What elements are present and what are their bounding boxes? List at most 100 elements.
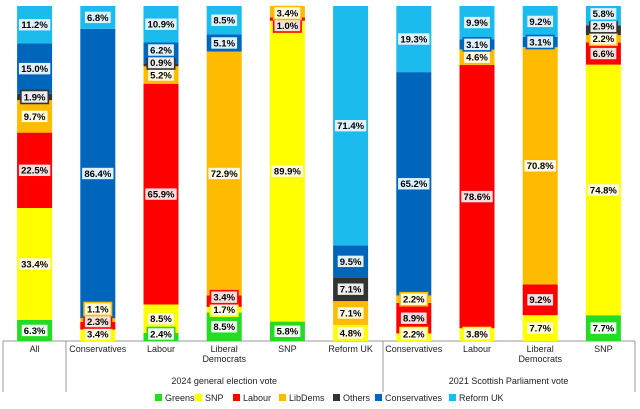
- category-labels: All Conservatives Labour LiberalDemocratsSN…: [30, 344, 613, 364]
- data-label-box-9-reform-uk: [525, 14, 555, 29]
- data-label-8-reform-uk: 9.9%: [466, 18, 488, 29]
- data-label-1-labour: 22.5%: [21, 166, 48, 177]
- data-label-10-labour: 6.6%: [593, 49, 615, 60]
- data-label-box-1-conservatives: [17, 61, 52, 76]
- data-label-3-reform-uk: 10.9%: [148, 20, 175, 31]
- data-label-8-snp: 3.8%: [466, 329, 488, 340]
- data-label-box-1-libdems: [20, 109, 50, 124]
- data-label-10-greens: 7.7%: [593, 324, 615, 335]
- category-label-9-line-2: Democrats: [518, 354, 562, 364]
- data-label-box-3-snp: [146, 311, 176, 327]
- legend-swatch-reform-uk: [449, 394, 456, 401]
- data-label-9-libdems: 70.8%: [527, 161, 554, 172]
- data-label-5-greens: 5.8%: [277, 327, 299, 338]
- data-label-6-snp: 4.8%: [340, 328, 362, 339]
- data-label-box-4-conservatives: [209, 35, 239, 51]
- data-label-box-3-reform-uk: [143, 16, 179, 32]
- category-label-4-line-1: Liberal: [211, 344, 238, 354]
- data-label-3-conservatives: 6.2%: [150, 45, 172, 56]
- data-label-box-8-reform-uk: [462, 15, 492, 30]
- legend-label-greens: Greens: [165, 393, 195, 403]
- data-label-box-6-libdems: [336, 305, 366, 321]
- data-label-box-4-libdems: [206, 166, 242, 181]
- legend-swatch-libdems: [279, 394, 286, 401]
- data-label-box-6-others: [336, 281, 366, 297]
- data-label-9-labour: 9.2%: [529, 295, 551, 306]
- data-label-7-conservatives: 65.2%: [400, 179, 427, 190]
- category-label-10: SNP: [594, 344, 613, 354]
- data-label-5-snp: 89.9%: [274, 167, 301, 178]
- data-label-box-7-conservatives: [396, 176, 432, 192]
- legend-label-snp: SNP: [205, 393, 224, 403]
- data-label-4-greens: 8.5%: [213, 322, 235, 333]
- data-label-1-reform-uk: 11.2%: [21, 20, 48, 31]
- data-label-3-libdems: 5.2%: [150, 70, 172, 81]
- data-label-5-labour: 1.0%: [277, 21, 299, 32]
- data-label-3-greens: 2.4%: [150, 329, 172, 340]
- data-label-box-3-conservatives: [146, 42, 176, 58]
- category-label-3: Labour: [147, 344, 175, 354]
- data-label-9-reform-uk: 9.2%: [529, 17, 551, 28]
- data-label-box-10-reform-uk: [588, 6, 618, 22]
- category-label-5: SNP: [278, 344, 297, 354]
- legend-swatch-greens: [155, 394, 162, 401]
- data-label-box-3-labour: [143, 186, 179, 202]
- data-label-4-reform-uk: 8.5%: [213, 16, 235, 27]
- data-label-box-2-reform-uk: [83, 10, 113, 25]
- data-label-10-others: 2.9%: [593, 22, 615, 33]
- legend-label-libdems: LibDems: [289, 393, 325, 403]
- data-label-2-libdems: 1.1%: [87, 304, 109, 315]
- data-label-1-others: 1.9%: [24, 92, 46, 103]
- data-label-box-4-labour: [209, 289, 239, 305]
- data-label-8-conservatives: 3.1%: [466, 40, 488, 51]
- legend-label-conservatives: Conservatives: [385, 393, 443, 403]
- data-label-box-1-greens: [20, 323, 50, 338]
- legend-swatch-others: [333, 394, 340, 401]
- data-label-box-1-labour: [17, 163, 52, 178]
- data-label-box-9-libdems: [522, 158, 558, 174]
- data-label-box-6-snp: [336, 325, 366, 341]
- legend-swatch-conservatives: [375, 394, 382, 401]
- data-labels: 6.3%33.4%22.5%9.7%1.9%15.0%11.2%3.4%2.3%…: [17, 5, 621, 342]
- data-label-box-10-snp: [586, 182, 621, 198]
- data-label-7-libdems: 2.2%: [403, 295, 425, 306]
- legend-swatch-snp: [195, 394, 202, 401]
- category-label-2: Conservatives: [69, 344, 127, 354]
- data-label-box-1-others: [20, 89, 50, 105]
- data-label-2-reform-uk: 6.8%: [87, 13, 109, 24]
- data-label-7-reform-uk: 19.3%: [400, 34, 427, 45]
- data-label-box-9-snp: [525, 320, 555, 336]
- category-label-8: Labour: [463, 344, 491, 354]
- data-label-box-9-conservatives: [525, 34, 555, 50]
- category-label-4-line-2: Democrats: [202, 354, 246, 364]
- data-label-6-conservatives: 9.5%: [340, 257, 362, 268]
- data-label-box-5-greens: [272, 323, 302, 339]
- data-label-box-10-labour: [588, 46, 618, 61]
- category-label-1: All: [30, 344, 40, 354]
- group-label-2: 2024 general election vote: [171, 376, 277, 386]
- data-label-box-5-snp: [270, 163, 305, 179]
- group-label-3: 2021 Scottish Parliament vote: [449, 376, 569, 386]
- data-label-2-labour: 2.3%: [87, 317, 109, 328]
- data-label-4-labour: 3.4%: [213, 293, 235, 304]
- data-label-box-7-reform-uk: [396, 31, 432, 47]
- data-label-9-conservatives: 3.1%: [529, 37, 551, 48]
- data-label-box-8-labour: [459, 189, 495, 204]
- data-label-4-libdems: 72.9%: [211, 169, 238, 180]
- data-label-box-5-libdems: [272, 5, 302, 21]
- data-label-8-libdems: 4.6%: [466, 53, 488, 64]
- data-label-box-10-greens: [588, 320, 618, 336]
- data-label-5-libdems: 3.4%: [277, 8, 299, 19]
- data-label-box-7-labour: [399, 310, 429, 326]
- category-label-9-line-1: Liberal: [527, 344, 554, 354]
- legend-swatch-labour: [233, 394, 240, 401]
- data-label-9-snp: 7.7%: [529, 324, 551, 335]
- data-label-3-others: 0.9%: [150, 58, 172, 69]
- data-label-box-6-conservatives: [336, 254, 366, 269]
- group-labels: 2024 general election vote 2021 Scottish …: [171, 376, 568, 386]
- data-label-7-labour: 8.9%: [403, 314, 425, 325]
- legend: Greens SNP Labour LibDems Others Conservative…: [155, 393, 504, 403]
- data-label-box-3-greens: [146, 326, 176, 342]
- data-label-box-8-snp: [462, 326, 492, 342]
- data-label-box-2-conservatives: [80, 166, 116, 181]
